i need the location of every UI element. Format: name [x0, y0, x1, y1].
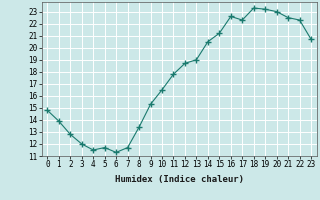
X-axis label: Humidex (Indice chaleur): Humidex (Indice chaleur)	[115, 175, 244, 184]
